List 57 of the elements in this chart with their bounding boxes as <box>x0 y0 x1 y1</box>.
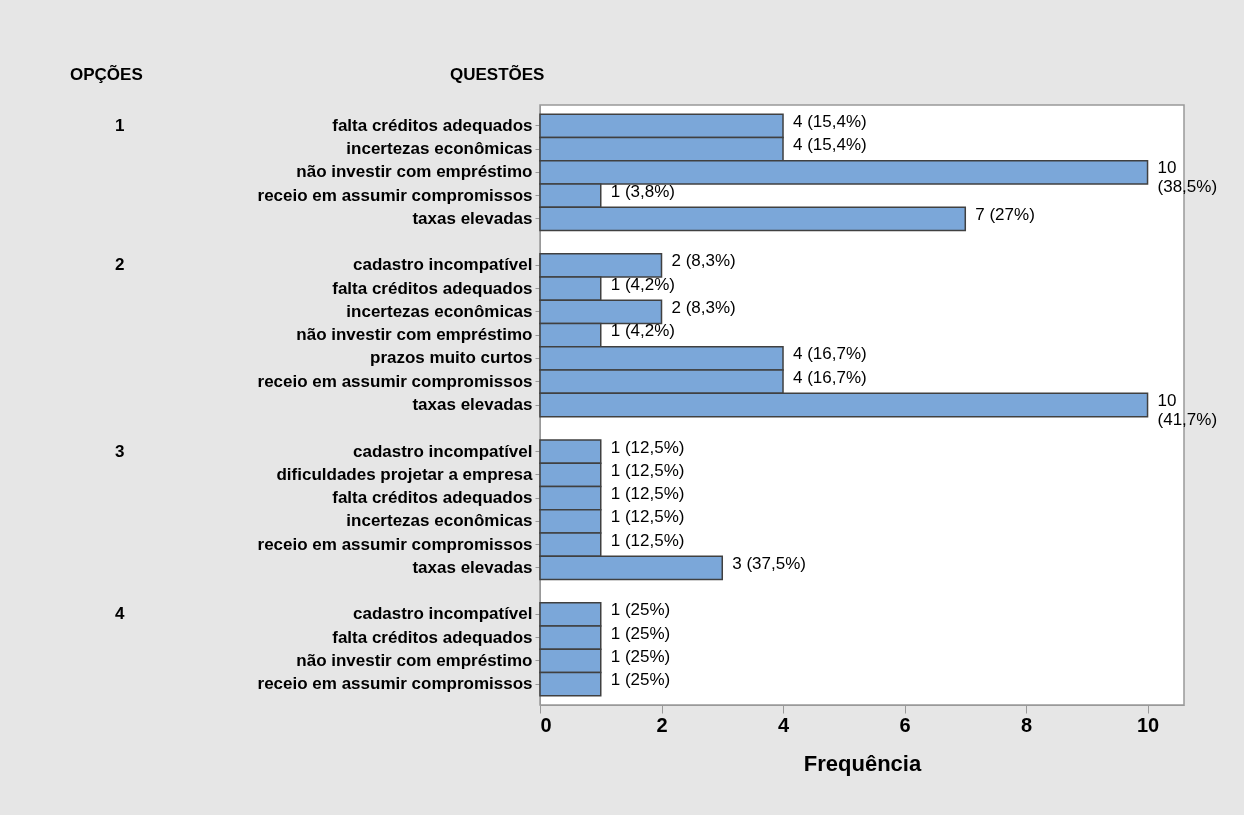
y-tick-label: incertezas econômicas <box>346 301 533 321</box>
y-tick-label: cadastro incompatível <box>352 255 533 275</box>
y-tick-label: taxas elevadas <box>412 208 533 228</box>
y-tick-label: receio em assumir compromissos <box>257 674 533 694</box>
data-label: 2 (8,3%) <box>671 297 736 317</box>
data-label: 1 (12,5%) <box>610 530 685 550</box>
data-label: 1 (3,8%) <box>610 181 675 201</box>
y-tick-label: não investir com empréstimo <box>296 650 533 670</box>
data-label: 4 (15,4%) <box>793 135 867 155</box>
y-tick-label: receio em assumir compromissos <box>257 371 533 391</box>
y-tick-label: incertezas econômicas <box>346 511 533 531</box>
x-tick-label: 0 <box>540 713 552 736</box>
data-label: 1 (4,2%) <box>610 321 675 341</box>
data-label: 3 (37,5%) <box>732 553 806 573</box>
y-tick-label: receio em assumir compromissos <box>257 185 533 205</box>
data-label: 1 (25%) <box>610 623 671 643</box>
y-tick-label: falta créditos adequados <box>332 627 533 647</box>
x-tick-label: 6 <box>899 713 911 736</box>
y-tick-label: cadastro incompatível <box>352 604 533 624</box>
data-label: 1 (12,5%) <box>610 460 685 480</box>
y-tick-label: taxas elevadas <box>412 395 533 414</box>
text: QUESTÕES <box>450 64 545 84</box>
x-axis-title: Frequência <box>803 750 922 776</box>
text: OPÇÕES <box>70 64 143 84</box>
data-label: 1 (25%) <box>610 670 671 690</box>
y-tick-label: dificuldades projetar a empresa <box>276 464 534 484</box>
y-tick-label: prazos muito curtos <box>370 348 533 368</box>
data-label: 1 (25%) <box>610 646 671 666</box>
x-tick-label: 2 <box>656 713 668 736</box>
data-label: 1 (25%) <box>610 600 671 620</box>
y-tick-label: falta créditos adequados <box>332 115 533 135</box>
data-label: 10 (38,5%) <box>1157 158 1218 197</box>
data-label: 1 (12,5%) <box>610 507 685 527</box>
x-tick-label: 4 <box>777 713 790 736</box>
data-label: 1 (12,5%) <box>610 437 685 457</box>
text: 2 <box>115 255 125 275</box>
y-tick-label: falta créditos adequados <box>332 488 533 508</box>
x-tick-label: 10 <box>1136 713 1160 736</box>
text: 3 <box>115 441 125 461</box>
data-label: 4 (16,7%) <box>793 344 867 364</box>
y-tick-label: falta créditos adequados <box>332 278 533 298</box>
text: 1 <box>115 115 125 135</box>
text: 4 <box>115 604 125 624</box>
y-tick-label: incertezas econômicas <box>346 139 533 159</box>
data-label: 1 (4,2%) <box>610 274 675 294</box>
y-tick-label: não investir com empréstimo <box>296 325 533 345</box>
data-label: 7 (27%) <box>975 204 1035 224</box>
y-tick-label: taxas elevadas <box>412 557 533 577</box>
y-tick-label: cadastro incompatível <box>352 441 533 461</box>
data-label: 1 (12,5%) <box>610 484 685 504</box>
data-label: 4 (16,7%) <box>793 367 867 387</box>
y-tick-label: não investir com empréstimo <box>296 162 533 182</box>
x-tick-label: 8 <box>1020 713 1033 736</box>
data-label: 2 (8,3%) <box>671 251 736 271</box>
data-label: 10 (41,7%) <box>1157 391 1218 429</box>
y-tick-label: receio em assumir compromissos <box>257 534 533 554</box>
data-label: 4 (15,4%) <box>793 111 867 131</box>
